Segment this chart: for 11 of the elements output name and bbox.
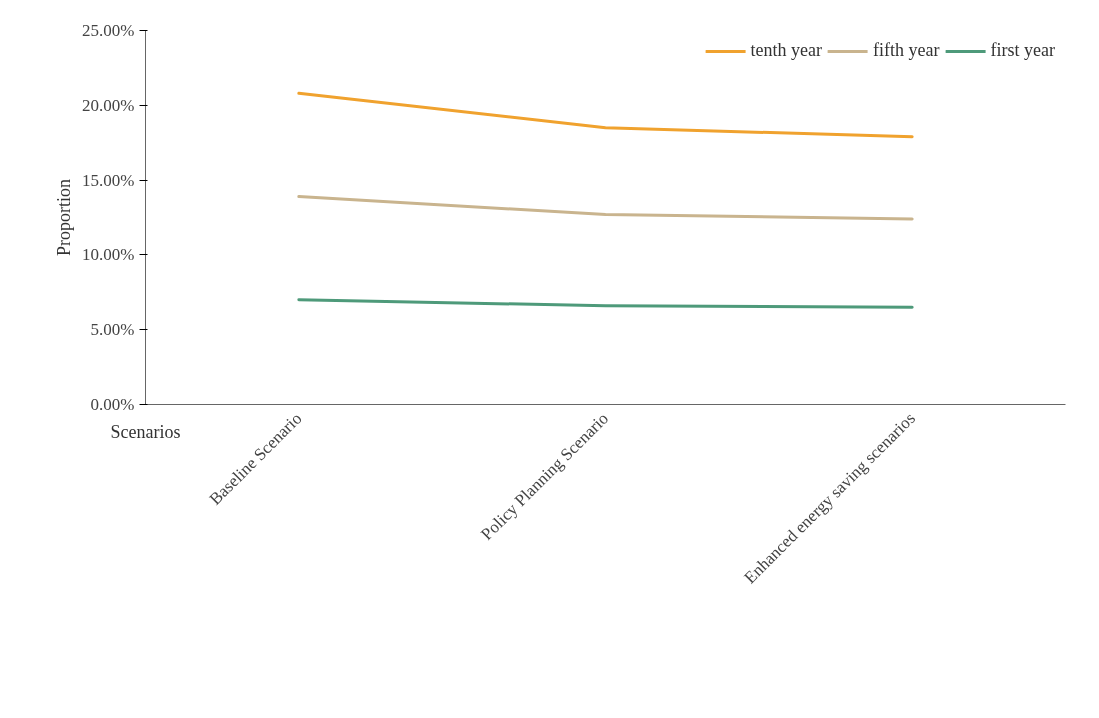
y-tick-label: 20.00%: [82, 95, 135, 115]
legend-label: first year: [990, 40, 1055, 61]
y-tick-label: 5.00%: [90, 320, 135, 340]
y-tick-label: 15.00%: [82, 170, 135, 190]
y-tick-label: 0.00%: [90, 395, 135, 414]
y-axis-title: Proportion: [54, 178, 75, 256]
y-tick-label: 10.00%: [82, 245, 135, 265]
legend-label: tenth year: [750, 40, 823, 61]
x-axis-title: Scenarios: [110, 421, 181, 442]
legend-label: fifth year: [873, 40, 940, 61]
y-tick-label: 25.00%: [82, 21, 135, 40]
